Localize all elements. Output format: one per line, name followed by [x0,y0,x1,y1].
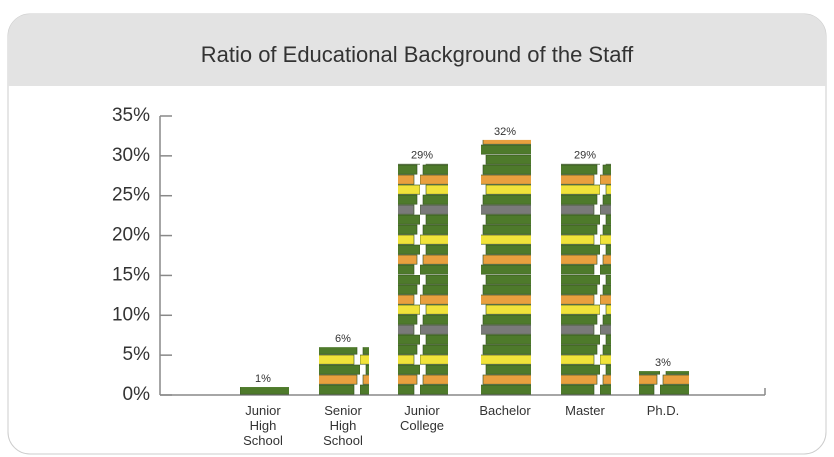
y-tick-label: 35% [112,105,150,126]
x-tick-label: Ph.D. [646,403,680,418]
x-tick-label: Junior High School [243,403,283,448]
y-tick-label: 25% [112,185,150,206]
bar [481,139,531,395]
value-label: 6% [335,333,351,345]
y-tick-label: 5% [123,344,151,365]
y-tick-label: 0% [123,384,151,405]
x-tick-label: Bachelor [479,403,531,418]
x-tick-label: Junior College [399,403,445,433]
value-label: 1% [255,373,271,385]
x-tick-label: Senior High School [323,403,363,448]
value-label: 3% [655,357,671,369]
y-tick-label: 10% [112,304,150,325]
header [8,14,826,86]
value-label: 29% [574,150,596,162]
bar [319,347,369,395]
y-tick-label: 15% [112,264,150,285]
bar [398,163,448,395]
value-label: 32% [494,126,516,138]
value-label: 29% [411,150,433,162]
y-tick-label: 20% [112,225,150,246]
chart-title: Ratio of Educational Background of the S… [201,42,634,67]
bar [239,387,289,395]
bar [639,371,689,395]
x-tick-label: Master [565,403,605,418]
y-tick-label: 30% [112,145,150,166]
bar [561,163,611,395]
